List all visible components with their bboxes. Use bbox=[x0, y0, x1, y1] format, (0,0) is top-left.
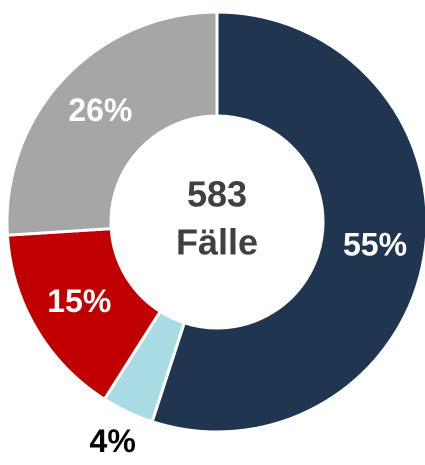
center-caption: Fälle bbox=[176, 222, 258, 263]
center-number: 583 bbox=[187, 174, 247, 215]
donut-segment bbox=[5, 227, 163, 402]
data-label: 15% bbox=[47, 283, 111, 319]
data-label: 55% bbox=[343, 226, 407, 262]
donut-segment bbox=[150, 10, 425, 434]
donut-segment bbox=[5, 10, 219, 237]
data-label: 26% bbox=[68, 92, 132, 128]
data-label: 4% bbox=[90, 423, 136, 459]
